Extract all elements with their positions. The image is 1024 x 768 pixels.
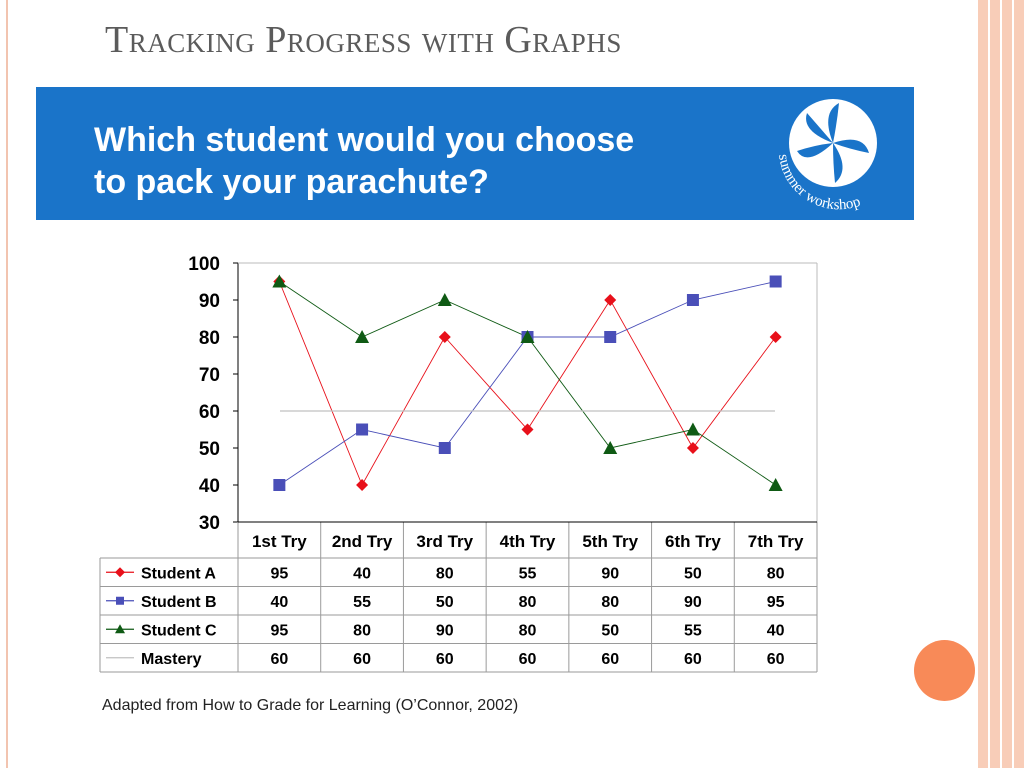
table-cell-value: 40 — [767, 622, 785, 639]
data-point-student-a — [521, 423, 534, 436]
table-cell-value: 60 — [519, 651, 537, 668]
table-cell-value: 80 — [436, 565, 454, 582]
legend-entry: Student B — [141, 594, 217, 611]
series-line-student-b — [279, 281, 776, 486]
data-point-student-b — [273, 479, 286, 491]
legend-key-marker — [115, 567, 125, 578]
y-tick-label: 50 — [199, 439, 220, 460]
table-cell-value: 80 — [353, 622, 371, 639]
slide-title: Tracking Progress with Graphs — [105, 19, 622, 61]
data-point-student-c — [355, 330, 370, 343]
table-cell-value: 40 — [353, 565, 371, 582]
legend-key-marker — [116, 596, 124, 605]
y-tick-label: 90 — [199, 291, 220, 312]
strip-line — [1012, 0, 1014, 768]
table-cell-value: 80 — [519, 622, 537, 639]
question-banner: Which student would you choose to pack y… — [36, 87, 914, 220]
data-point-student-b — [438, 442, 451, 454]
strip-line — [988, 0, 990, 768]
data-point-student-c — [768, 478, 783, 491]
source-note: Adapted from How to Grade for Learning (… — [102, 697, 519, 714]
table-cell-value: 95 — [270, 565, 288, 582]
category-label: 4th Try — [500, 532, 556, 551]
category-label: 5th Try — [582, 532, 638, 551]
data-point-student-c — [437, 293, 452, 306]
y-tick-label: 60 — [199, 402, 220, 423]
data-point-student-a — [769, 331, 782, 343]
data-point-student-a — [356, 479, 369, 491]
table-cell-value: 60 — [767, 651, 785, 668]
question-line-1: Which student would you choose — [94, 121, 635, 159]
table-cell-value: 80 — [767, 565, 785, 582]
legend-entry: Student C — [141, 622, 217, 639]
table-cell-value: 50 — [436, 594, 454, 611]
data-point-student-b — [356, 423, 369, 436]
strip-line — [1000, 0, 1002, 768]
table-cell-value: 95 — [270, 622, 288, 639]
category-label: 7th Try — [748, 532, 804, 551]
data-point-student-a — [438, 331, 451, 343]
slide-frame-line — [6, 0, 8, 768]
data-point-student-c — [520, 330, 535, 343]
series-line-student-c — [279, 281, 776, 486]
table-cell-value: 50 — [601, 622, 619, 639]
decorative-circle — [914, 640, 975, 701]
y-tick-label: 70 — [199, 365, 220, 386]
question-line-2: to pack your parachute? — [94, 163, 489, 201]
data-point-student-b — [604, 331, 617, 343]
category-label: 3rd Try — [416, 532, 473, 551]
table-cell-value: 60 — [436, 651, 454, 668]
table-cell-value: 80 — [601, 594, 619, 611]
legend-entry: Mastery — [141, 651, 202, 668]
table-cell-value: 60 — [353, 651, 371, 668]
y-tick-label: 80 — [199, 328, 220, 349]
legend-entry: Student A — [141, 565, 216, 582]
table-cell-value: 90 — [684, 594, 702, 611]
table-cell-value: 90 — [601, 565, 619, 582]
table-cell-value: 55 — [519, 565, 537, 582]
data-point-student-c — [272, 274, 287, 288]
data-point-student-c — [685, 422, 700, 436]
data-point-student-b — [686, 294, 699, 306]
summer-workshop-logo: summer workshop — [775, 99, 877, 213]
table-cell-value: 80 — [519, 594, 537, 611]
data-point-student-a — [604, 294, 617, 306]
data-point-student-a — [686, 442, 699, 454]
series-line-student-a — [278, 281, 777, 487]
category-label: 2nd Try — [332, 532, 393, 551]
banner-question: Which student would you choose to pack y… — [94, 119, 754, 203]
category-label: 6th Try — [665, 532, 721, 551]
table-cell-value: 95 — [767, 594, 785, 611]
table-cell-value: 55 — [353, 594, 371, 611]
table-cell-value: 60 — [270, 651, 288, 668]
table-cell-value: 50 — [684, 565, 702, 582]
y-tick-label: 30 — [199, 513, 220, 534]
table-cell-value: 40 — [270, 594, 288, 611]
table-cell-value: 60 — [601, 651, 619, 668]
decorative-side-strip — [978, 0, 1024, 768]
table-cell-value: 60 — [684, 651, 702, 668]
category-label: 1st Try — [252, 532, 307, 551]
y-tick-label: 40 — [199, 476, 220, 497]
y-tick-label: 100 — [188, 254, 220, 275]
table-cell-value: 55 — [684, 622, 702, 639]
legend-key-marker — [115, 624, 125, 634]
table-cell-value: 90 — [436, 622, 454, 639]
data-point-student-b — [769, 275, 782, 288]
data-point-student-c — [603, 441, 618, 454]
